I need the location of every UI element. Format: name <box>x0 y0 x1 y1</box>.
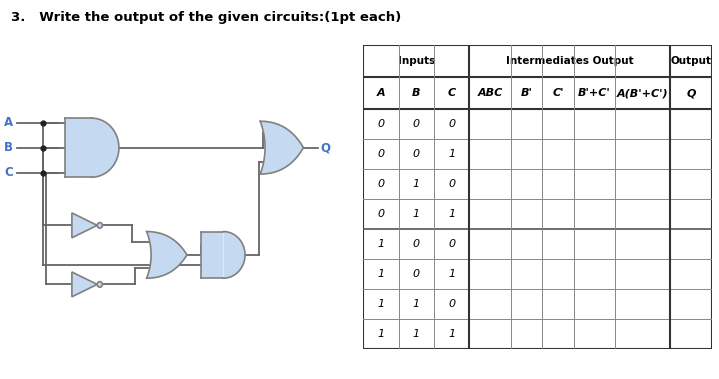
Circle shape <box>97 282 102 287</box>
Text: 1: 1 <box>448 209 455 219</box>
Text: A(B'+C'): A(B'+C') <box>617 88 669 98</box>
Text: 0: 0 <box>448 119 455 129</box>
Text: Inputs: Inputs <box>398 56 435 66</box>
Bar <box>201 232 224 278</box>
Text: 0: 0 <box>377 209 385 219</box>
Text: B: B <box>4 141 14 154</box>
Text: 1: 1 <box>448 269 455 279</box>
Text: Intermediates Output: Intermediates Output <box>506 56 633 66</box>
Text: 1: 1 <box>413 299 420 309</box>
Polygon shape <box>260 121 303 174</box>
Text: 0: 0 <box>377 119 385 129</box>
Text: C': C' <box>552 88 564 98</box>
Text: 1: 1 <box>448 149 455 159</box>
Text: B'+C': B'+C' <box>578 88 611 98</box>
Text: B: B <box>412 88 421 98</box>
Text: ABC: ABC <box>477 88 503 98</box>
Polygon shape <box>72 213 97 238</box>
Text: 1: 1 <box>448 329 455 339</box>
Text: 0: 0 <box>413 119 420 129</box>
Text: Output: Output <box>671 56 712 66</box>
Text: 1: 1 <box>413 329 420 339</box>
Text: 0: 0 <box>413 239 420 249</box>
Text: 0: 0 <box>377 149 385 159</box>
Text: 1: 1 <box>377 269 385 279</box>
Text: C: C <box>4 166 13 179</box>
Text: 1: 1 <box>377 299 385 309</box>
Text: 1: 1 <box>413 209 420 219</box>
Polygon shape <box>147 232 187 278</box>
Text: A: A <box>377 88 385 98</box>
Text: 0: 0 <box>413 269 420 279</box>
Text: 3.   Write the output of the given circuits:(1pt each): 3. Write the output of the given circuit… <box>11 11 401 24</box>
Text: A: A <box>4 116 14 129</box>
Text: 1: 1 <box>413 179 420 189</box>
Text: 0: 0 <box>448 179 455 189</box>
Text: 0: 0 <box>448 239 455 249</box>
Text: 1: 1 <box>377 239 385 249</box>
Polygon shape <box>72 272 97 297</box>
Text: 0: 0 <box>448 299 455 309</box>
Wedge shape <box>91 118 119 177</box>
Text: C: C <box>448 88 456 98</box>
Text: Q: Q <box>321 141 331 154</box>
Text: 0: 0 <box>377 179 385 189</box>
Text: Q: Q <box>687 88 696 98</box>
Circle shape <box>97 222 102 228</box>
Text: 1: 1 <box>377 329 385 339</box>
Text: 0: 0 <box>413 149 420 159</box>
Text: B': B' <box>521 88 533 98</box>
Bar <box>65 118 91 177</box>
Wedge shape <box>224 232 245 278</box>
